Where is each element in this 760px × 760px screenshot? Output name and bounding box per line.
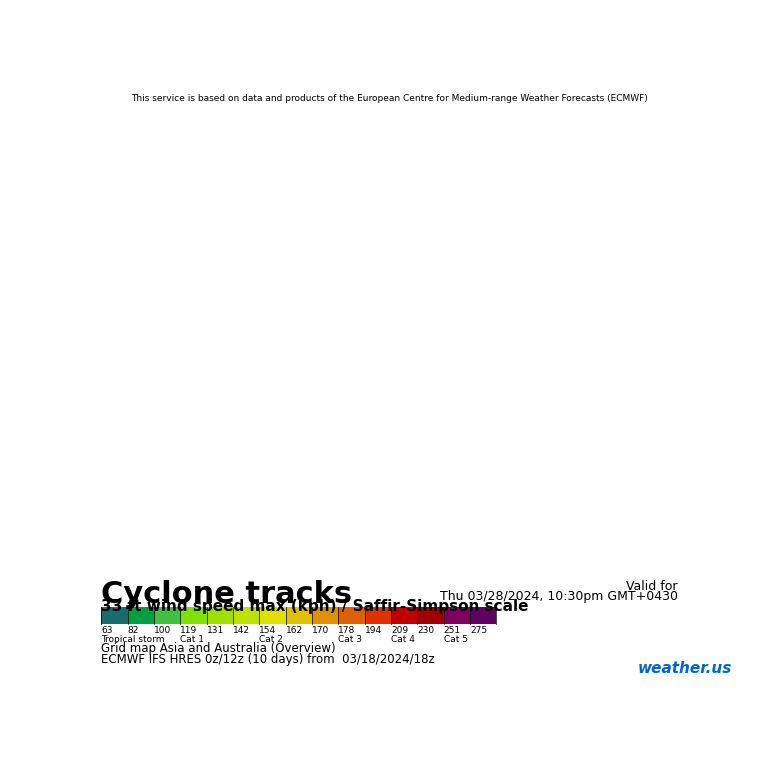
Bar [180,607,207,624]
Bar [154,607,180,624]
Text: 33 ft wind speed max (kph) / Saffir-Simpson scale: 33 ft wind speed max (kph) / Saffir-Simp… [101,600,529,614]
Text: 142: 142 [233,626,250,635]
Text: 131: 131 [207,626,224,635]
Text: 162: 162 [286,626,302,635]
Text: 251: 251 [444,626,461,635]
Bar [338,607,365,624]
Text: weather.us: weather.us [638,661,732,676]
Text: 209: 209 [391,626,408,635]
Bar [128,607,154,624]
Text: 275: 275 [470,626,487,635]
Text: 194: 194 [365,626,382,635]
Text: Cat 1: Cat 1 [180,635,204,644]
Bar [286,607,312,624]
Text: 119: 119 [180,626,198,635]
Text: Grid map Asia and Australia (Overview): Grid map Asia and Australia (Overview) [101,641,336,655]
Text: 178: 178 [338,626,356,635]
Text: 170: 170 [312,626,329,635]
Text: Cat 5: Cat 5 [444,635,467,644]
Bar [233,607,259,624]
Text: Cyclone tracks: Cyclone tracks [101,580,353,610]
Text: Cat 2: Cat 2 [259,635,283,644]
Bar [259,607,286,624]
Bar [391,607,417,624]
Bar [101,607,128,624]
Text: 154: 154 [259,626,277,635]
Bar [312,607,338,624]
Text: 63: 63 [101,626,112,635]
Text: Thu 03/28/2024, 10:30pm GMT+0430: Thu 03/28/2024, 10:30pm GMT+0430 [440,591,678,603]
Text: 100: 100 [154,626,171,635]
Text: ECMWF IFS HRES 0z/12z (10 days) from  03/18/2024/18z: ECMWF IFS HRES 0z/12z (10 days) from 03/… [101,654,435,667]
Bar [207,607,233,624]
Text: Tropical storm: Tropical storm [101,635,165,644]
Text: Cat 3: Cat 3 [338,635,363,644]
Text: 230: 230 [417,626,435,635]
Text: 82: 82 [128,626,139,635]
Bar [444,607,470,624]
Bar [417,607,444,624]
Text: Cat 4: Cat 4 [391,635,415,644]
Text: Map area (cartopy not available): Map area (cartopy not available) [254,327,525,345]
Bar [470,607,496,624]
Bar [365,607,391,624]
Text: Valid for: Valid for [626,580,678,593]
Text: This service is based on data and products of the European Centre for Medium-ran: This service is based on data and produc… [131,94,648,103]
